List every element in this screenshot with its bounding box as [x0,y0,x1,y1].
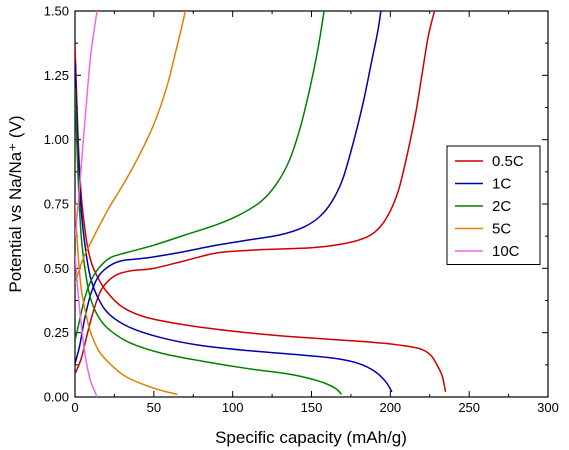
x-tick-label: 300 [537,400,559,415]
series-line-10c-discharge [75,255,98,397]
y-tick-label: 0.25 [44,325,69,340]
series-line-2c-discharge [75,88,343,395]
legend-label-1c: 1C [492,176,511,193]
series-line-1c-discharge [75,62,393,393]
x-tick-label: 50 [147,400,161,415]
x-tick-label: 150 [301,400,323,415]
series-5c [75,11,187,396]
curves [75,11,447,397]
legend-label-10c: 10C [492,243,520,260]
y-tick-label: 0.00 [44,390,69,405]
series-line-1c-charge [75,11,382,364]
legend-label-5c: 5C [492,221,511,238]
series-1c [75,11,393,393]
x-tick-label: 200 [379,400,401,415]
series-line-10c-charge [75,11,98,238]
y-tick-label: 1.50 [44,4,69,19]
y-tick-label: 0.75 [44,197,69,212]
y-axis: 0.00 0.25 0.50 0.75 1.00 1.25 1.50 [44,4,548,405]
x-tick-label: 0 [71,400,78,415]
series-line-5c-charge [75,11,187,284]
legend-label-0-5c: 0.5C [492,153,524,170]
y-tick-label: 1.00 [44,132,69,147]
x-axis-title: Specific capacity (mAh/g) [215,428,407,447]
series-10c [75,11,98,397]
series-2c [75,11,343,395]
x-tick-label: 250 [458,400,480,415]
y-tick-label: 0.50 [44,261,69,276]
series-line-2c-charge [75,11,325,341]
series-0-5c [75,11,447,393]
x-axis: 0 50 100 150 200 250 300 [71,11,559,415]
series-line-0-5c-discharge [75,44,447,393]
y-tick-label: 1.25 [44,68,69,83]
legend: 0.5C 1C 2C 5C 10C [446,145,541,265]
legend-label-2c: 2C [492,198,511,215]
x-tick-label: 100 [222,400,244,415]
y-axis-title: Potential vs Na/Na⁺ (V) [6,115,25,292]
series-line-0-5c-charge [75,11,436,375]
series-line-5c-discharge [75,203,178,396]
